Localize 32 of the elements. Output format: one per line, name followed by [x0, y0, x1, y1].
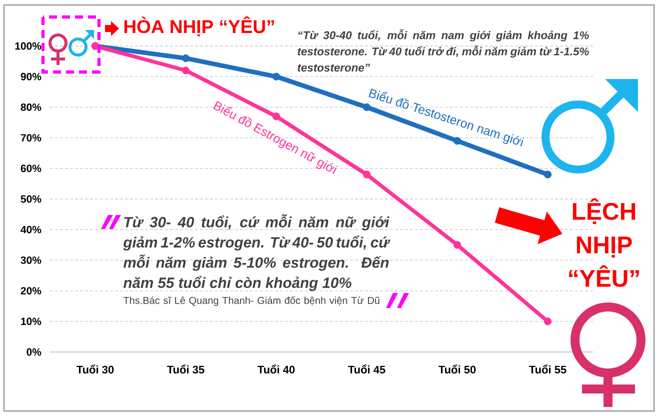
annotation: Từ 30- 40 tuổi, cứ mỗi năm nữ giới giảm 1-2% estrogen. Từ 40- 50 tuổi, cứ mỗi năm giảm 5-10% estrogen. Đến năm 55 tuổi chỉ còn khoảng 10% [123, 214, 390, 291]
y-tick-label: 80% [20, 103, 42, 111]
point [362, 170, 371, 178]
annotation: “Từ 30-40 tuổi, mỗi năm nam giới giảm khoảng 1% testosterone. Từ 40 tuổi trở đi, mỗi năm giảm từ 1-1.5% testosterone” [298, 29, 589, 72]
x-tick-label: Tuổi 40 [258, 364, 295, 374]
point [453, 241, 462, 249]
y-tick-label: 10% [21, 318, 42, 326]
annotation: Ths.Bác sĩ Lê Quang Thanh- Giám đốc bệnh viện Từ Dũ [123, 296, 380, 306]
y-tick-label: 60% [20, 164, 42, 172]
x-tick-label: Tuổi 50 [438, 364, 476, 374]
point [182, 66, 190, 74]
y-tick-label: 90% [20, 72, 42, 80]
annotation: LỆCH NHỊP “YÊU” [569, 198, 639, 287]
y-tick-label: 100% [15, 42, 42, 50]
x-tick-label: Tuổi 45 [348, 364, 386, 374]
y-tick-label: 20% [20, 287, 42, 295]
x-tick-label: Tuổi 35 [167, 364, 204, 374]
point [544, 318, 552, 326]
chart-title: HÒA NHỊP “YÊU” [124, 16, 274, 36]
point [272, 112, 280, 120]
point [453, 137, 462, 145]
y-tick-label: 40% [20, 226, 42, 234]
point [362, 103, 371, 112]
x-tick-label: Tuổi 30 [76, 364, 114, 374]
y-tick-label: 0% [26, 348, 42, 356]
y-tick-label: 30% [20, 256, 42, 264]
x-tick-label: Tuổi 55 [529, 364, 566, 374]
point [272, 72, 280, 80]
y-tick-label: 70% [20, 134, 42, 142]
point [182, 54, 190, 62]
point [544, 170, 552, 178]
y-tick-label: 50% [20, 195, 42, 203]
